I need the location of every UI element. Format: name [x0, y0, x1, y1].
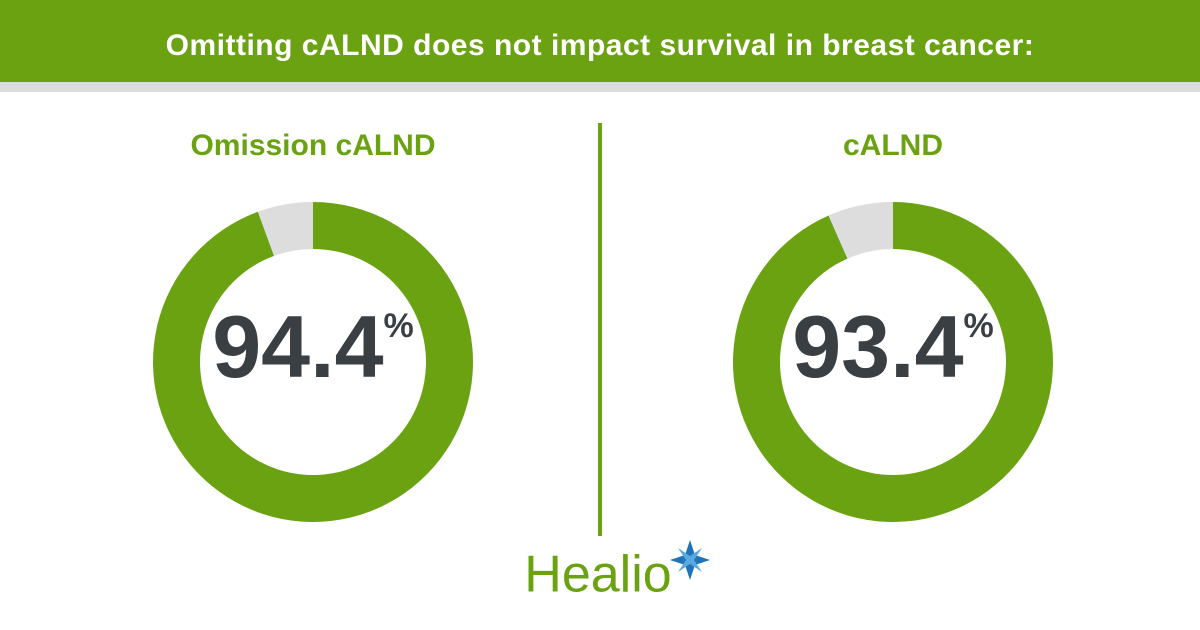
value-label: 94.4%	[212, 297, 414, 396]
header-stripe	[0, 82, 1200, 92]
donut-segment	[828, 202, 893, 259]
chart-title: Omission cALND	[190, 129, 435, 162]
donut-segment	[257, 202, 313, 256]
logo-star	[670, 540, 710, 580]
donut-segment	[733, 202, 1054, 522]
logo: Healio	[524, 546, 671, 604]
page-title: Omitting cALND does not impact survival …	[166, 29, 1035, 62]
value-label: 93.4%	[792, 297, 994, 396]
star-inner	[678, 548, 702, 572]
header-bar	[0, 0, 1200, 82]
chart-title: cALND	[843, 129, 943, 162]
donut-segment	[152, 202, 473, 522]
